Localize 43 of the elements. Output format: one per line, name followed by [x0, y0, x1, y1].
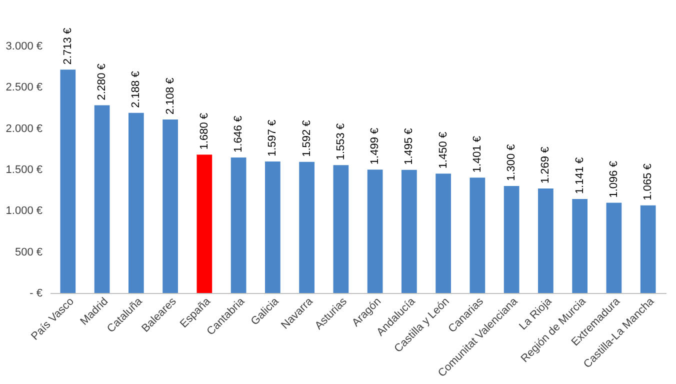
y-tick-label: 2.000 €: [6, 122, 42, 135]
data-label: 1.096 €: [608, 161, 620, 198]
data-label: 1.553 €: [334, 123, 347, 160]
bar: [60, 70, 76, 293]
y-tick-label: - €: [30, 288, 42, 300]
bar: [230, 157, 246, 293]
bar: [640, 205, 656, 293]
data-label: 1.646 €: [232, 116, 245, 152]
bar: [162, 119, 178, 293]
bar: [470, 178, 486, 293]
data-label: 1.269 €: [540, 146, 552, 184]
y-tick-label: 1.000 €: [6, 205, 42, 218]
bar: [402, 170, 417, 293]
bar: [367, 170, 383, 293]
bar: [299, 162, 314, 293]
data-label: 1.401 €: [471, 136, 484, 173]
data-label: 1.495 €: [403, 128, 416, 165]
bar: [196, 154, 212, 293]
data-label: 1.499 €: [369, 128, 382, 165]
data-label: 1.680 €: [198, 112, 210, 150]
y-tick-label: 2.500 €: [6, 82, 42, 94]
bar: [538, 188, 554, 293]
bar: [265, 162, 280, 293]
data-label: 1.300 €: [506, 144, 518, 181]
data-label: 2.280 €: [96, 64, 108, 100]
y-tick-label: 500 €: [14, 246, 42, 258]
data-label: 1.141 €: [574, 157, 586, 194]
y-tick-label: 3.000 €: [6, 40, 42, 52]
bar: [128, 112, 144, 293]
bar: [94, 105, 110, 293]
bar: [606, 202, 622, 293]
data-label: 2.713 €: [62, 28, 74, 65]
bar: [333, 165, 349, 293]
data-label: 1.065 €: [642, 164, 654, 200]
data-label: 1.450 €: [437, 132, 450, 169]
bar: [504, 186, 520, 293]
data-label: 2.188 €: [130, 71, 142, 108]
y-tick-label: 1.500 €: [6, 164, 42, 176]
bar: [436, 174, 451, 293]
bar: [572, 199, 588, 293]
data-label: 1.597 €: [266, 120, 279, 157]
data-label: 1.592 €: [300, 120, 313, 157]
data-label: 2.108 €: [164, 78, 176, 114]
